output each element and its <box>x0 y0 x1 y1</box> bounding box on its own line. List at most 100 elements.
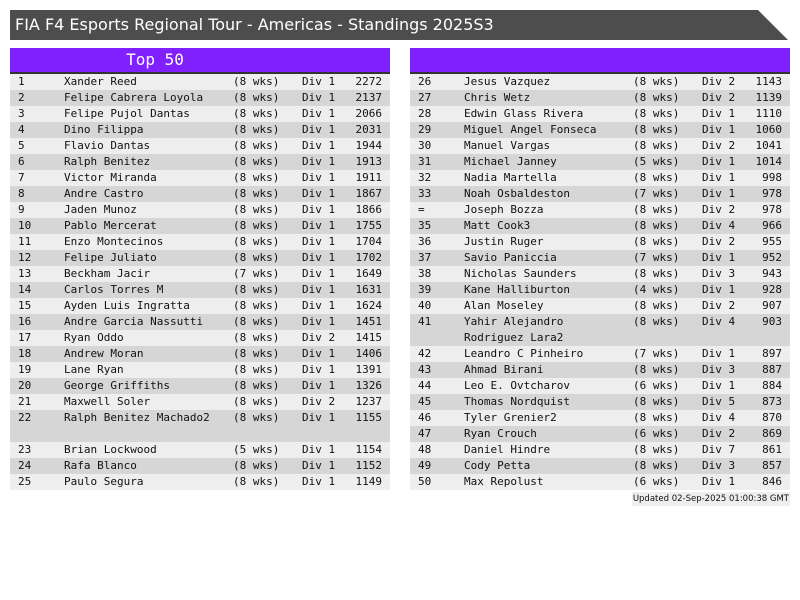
weeks-cell: (8 wks) <box>633 459 680 472</box>
weeks-cell: (6 wks) <box>633 475 680 488</box>
division-cell: Div 1 <box>302 283 336 296</box>
page-title: FIA F4 Esports Regional Tour - Americas … <box>10 10 788 40</box>
table-row: 33 Noah Osbaldeston (7 wks) Div 1 978 <box>410 186 790 202</box>
points-cell: 1041 <box>755 139 783 152</box>
points-cell: 1944 <box>355 139 383 152</box>
driver-name-cell: Matt Cook3 <box>464 219 531 232</box>
rank-cell: 27 <box>418 91 432 104</box>
table-row: 2 Felipe Cabrera Loyola (8 wks) Div 1 2137 <box>10 90 390 106</box>
division-cell: Div 1 <box>302 251 336 264</box>
rank-cell: 42 <box>418 347 432 360</box>
points-cell: 1415 <box>355 331 383 344</box>
driver-name-cell: Maxwell Soler <box>64 395 151 408</box>
rank-cell: 20 <box>18 379 32 392</box>
driver-name-cell: Chris Wetz <box>464 91 531 104</box>
points-cell: 978 <box>762 187 782 200</box>
weeks-cell: (8 wks) <box>233 411 280 424</box>
table-row: 7 Victor Miranda (8 wks) Div 1 1911 <box>10 170 390 186</box>
points-cell: 1391 <box>355 363 383 376</box>
driver-name-cell: Miguel Angel Fonseca <box>464 123 597 136</box>
table-row: 31 Michael Janney (5 wks) Div 1 1014 <box>410 154 790 170</box>
rank-cell: 29 <box>418 123 432 136</box>
table-row: 43 Ahmad Birani (8 wks) Div 3 887 <box>410 362 790 378</box>
rank-cell: 4 <box>18 123 25 136</box>
driver-name-cell: Andrew Moran <box>64 347 144 360</box>
rank-cell: = <box>418 203 425 216</box>
table-row: 18 Andrew Moran (8 wks) Div 1 1406 <box>10 346 390 362</box>
division-cell: Div 1 <box>702 187 736 200</box>
division-cell: Div 3 <box>702 459 736 472</box>
driver-name-cell: Jesus Vazquez <box>464 75 551 88</box>
table-row: 3 Felipe Pujol Dantas (8 wks) Div 1 2066 <box>10 106 390 122</box>
table-row: 37 Savio Paniccia (7 wks) Div 1 952 <box>410 250 790 266</box>
weeks-cell: (8 wks) <box>633 299 680 312</box>
division-cell: Div 7 <box>702 443 736 456</box>
weeks-cell: (8 wks) <box>233 395 280 408</box>
weeks-cell: (8 wks) <box>233 171 280 184</box>
points-cell: 1155 <box>355 411 383 424</box>
driver-name-cell: Michael Janney <box>464 155 557 168</box>
points-cell: 1154 <box>355 443 383 456</box>
rank-cell: 25 <box>18 475 32 488</box>
division-cell: Div 1 <box>302 107 336 120</box>
rank-cell: 5 <box>18 139 25 152</box>
rank-cell: 47 <box>418 427 432 440</box>
driver-name-cell: Ryan Oddo <box>64 331 124 344</box>
division-cell: Div 1 <box>702 155 736 168</box>
rank-cell: 36 <box>418 235 432 248</box>
division-cell: Div 4 <box>702 411 736 424</box>
points-cell: 846 <box>762 475 782 488</box>
table-row: 44 Leo E. Ovtcharov (6 wks) Div 1 884 <box>410 378 790 394</box>
driver-name-cell: Felipe Pujol Dantas <box>64 107 190 120</box>
rank-cell: 23 <box>18 443 32 456</box>
points-cell: 1631 <box>355 283 383 296</box>
weeks-cell: (8 wks) <box>633 203 680 216</box>
weeks-cell: (8 wks) <box>233 155 280 168</box>
division-cell: Div 2 <box>702 235 736 248</box>
driver-name-cell: Max Repolust <box>464 475 544 488</box>
division-cell: Div 1 <box>302 139 336 152</box>
rank-cell: 9 <box>18 203 25 216</box>
rank-cell: 48 <box>418 443 432 456</box>
weeks-cell: (8 wks) <box>233 187 280 200</box>
table-row: 48 Daniel Hindre (8 wks) Div 7 861 <box>410 442 790 458</box>
points-cell: 873 <box>762 395 782 408</box>
table-row: 12 Felipe Juliato (8 wks) Div 1 1702 <box>10 250 390 266</box>
weeks-cell: (8 wks) <box>633 235 680 248</box>
points-cell: 2031 <box>355 123 383 136</box>
driver-name-cell: Yahir Alejandro Rodriguez Lara2 <box>464 315 564 344</box>
table-row: 14 Carlos Torres M (8 wks) Div 1 1631 <box>10 282 390 298</box>
driver-name-cell: Andre Castro <box>64 187 144 200</box>
table-row: 22 Ralph Benitez Machado2 (8 wks) Div 1 1155 <box>10 410 390 442</box>
points-cell: 1911 <box>355 171 383 184</box>
table-header: Top 50 <box>10 48 390 74</box>
driver-name-cell: Dino Filippa <box>64 123 144 136</box>
division-cell: Div 1 <box>702 379 736 392</box>
points-cell: 952 <box>762 251 782 264</box>
driver-name-cell: Kane Halliburton <box>464 283 570 296</box>
table-row: 29 Miguel Angel Fonseca (8 wks) Div 1 1060 <box>410 122 790 138</box>
table-row: 13 Beckham Jacir (7 wks) Div 1 1649 <box>10 266 390 282</box>
weeks-cell: (6 wks) <box>633 379 680 392</box>
division-cell: Div 1 <box>702 283 736 296</box>
rank-cell: 11 <box>18 235 32 248</box>
table-row: 11 Enzo Montecinos (8 wks) Div 1 1704 <box>10 234 390 250</box>
points-cell: 2137 <box>355 91 383 104</box>
weeks-cell: (8 wks) <box>633 363 680 376</box>
division-cell: Div 1 <box>702 251 736 264</box>
weeks-cell: (8 wks) <box>233 203 280 216</box>
rank-cell: 3 <box>18 107 25 120</box>
points-cell: 943 <box>762 267 782 280</box>
weeks-cell: (5 wks) <box>633 155 680 168</box>
weeks-cell: (8 wks) <box>633 75 680 88</box>
table-row: 38 Nicholas Saunders (8 wks) Div 3 943 <box>410 266 790 282</box>
division-cell: Div 2 <box>702 203 736 216</box>
division-cell: Div 1 <box>302 187 336 200</box>
table-row: 23 Brian Lockwood (5 wks) Div 1 1154 <box>10 442 390 458</box>
driver-name-cell: Flavio Dantas <box>64 139 151 152</box>
division-cell: Div 1 <box>302 203 336 216</box>
table-body: 26 Jesus Vazquez (8 wks) Div 2 1143 27 Chris W… <box>410 74 790 490</box>
table-row: 45 Thomas Nordquist (8 wks) Div 5 873 <box>410 394 790 410</box>
driver-name-cell: Carlos Torres M <box>64 283 164 296</box>
rank-cell: 38 <box>418 267 432 280</box>
